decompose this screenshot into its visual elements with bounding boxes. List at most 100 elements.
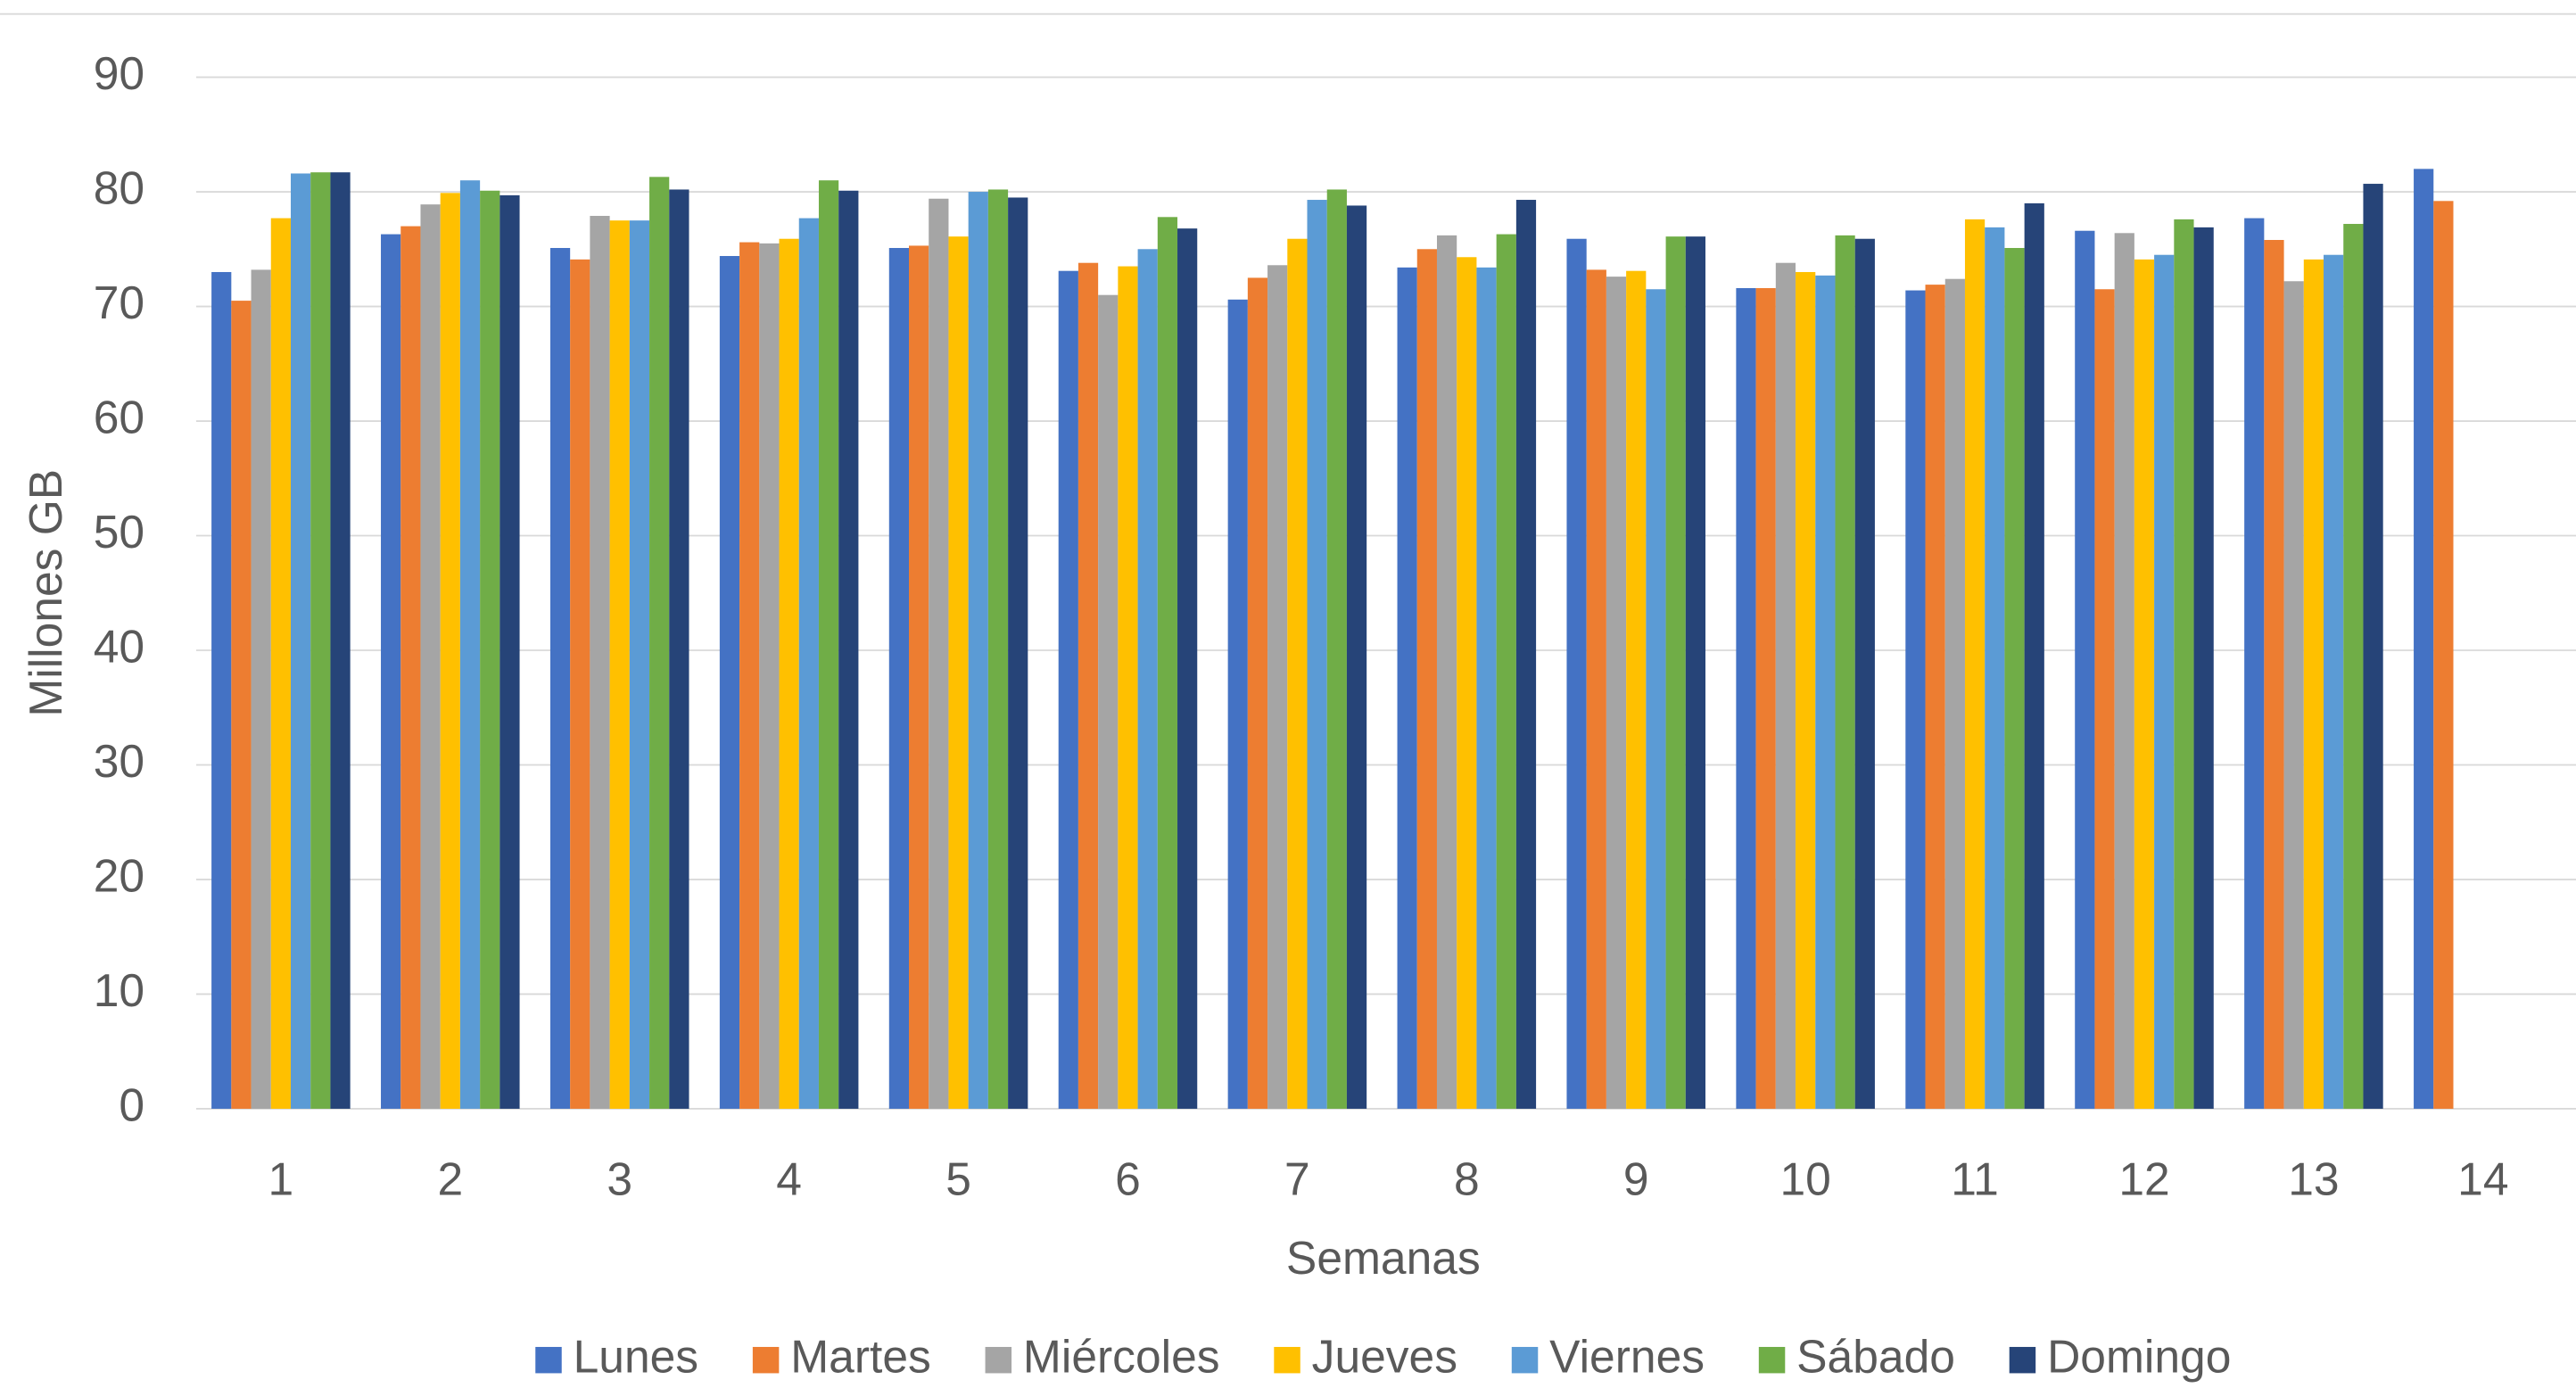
bar — [270, 218, 291, 1109]
bar — [1835, 235, 1855, 1109]
bar — [1157, 217, 1178, 1109]
bar — [549, 247, 571, 1109]
bar — [2283, 281, 2304, 1109]
bar — [1685, 236, 1706, 1109]
bar — [570, 259, 590, 1109]
bar — [669, 189, 689, 1109]
bar — [480, 190, 500, 1109]
bar — [929, 198, 949, 1109]
bar — [1118, 266, 1138, 1109]
x-tick-label: 12 — [2118, 1153, 2169, 1204]
bar — [1436, 235, 1457, 1109]
bar — [1137, 249, 1158, 1109]
bar — [1815, 275, 1836, 1109]
bar — [1905, 290, 1926, 1109]
x-tick-label: 5 — [945, 1153, 971, 1204]
x-tick-label: 10 — [1779, 1153, 1830, 1204]
bar — [2024, 202, 2044, 1109]
bar — [400, 226, 421, 1109]
bars: 1 2 3 4 5 6 7 8 9 10 11 12 13 14 — [211, 169, 2509, 1204]
bar — [1566, 238, 1587, 1109]
x-tick-label: 4 — [776, 1153, 802, 1204]
y-tick-label: 90 — [94, 47, 144, 99]
bar — [2244, 218, 2265, 1109]
bar — [1476, 267, 1497, 1109]
bar — [211, 271, 232, 1109]
bar — [2193, 227, 2214, 1109]
bar — [1008, 197, 1028, 1109]
bar — [590, 216, 610, 1109]
bar — [818, 180, 839, 1109]
y-tick-label: 30 — [94, 735, 144, 787]
bar — [1964, 219, 1986, 1109]
bar — [2114, 233, 2134, 1109]
bar — [759, 243, 780, 1109]
bar — [909, 245, 929, 1109]
legend-swatch — [1511, 1346, 1539, 1374]
y-tick-label: 50 — [94, 506, 144, 558]
y-axis-title: Millones GB — [20, 469, 71, 717]
bar — [1227, 299, 1248, 1109]
y-tick-label: 20 — [94, 850, 144, 902]
bar — [968, 192, 988, 1109]
bar — [888, 247, 910, 1109]
bar — [1287, 238, 1308, 1109]
bar — [1736, 287, 1756, 1109]
bar — [629, 220, 650, 1109]
x-tick-label: 7 — [1284, 1153, 1310, 1204]
bar — [1665, 236, 1686, 1109]
bar — [1307, 200, 1327, 1109]
bar — [440, 193, 460, 1109]
legend-label: Sábado — [1796, 1330, 1955, 1382]
bar — [1397, 267, 1417, 1109]
bar — [1985, 227, 2005, 1109]
bar — [987, 189, 1009, 1109]
legend-label: Viernes — [1549, 1330, 1705, 1382]
bar — [609, 220, 630, 1109]
bar — [290, 173, 311, 1109]
legend-label: Domingo — [2047, 1330, 2231, 1382]
y-tick-label: 40 — [94, 621, 144, 673]
bar — [798, 218, 819, 1109]
y-tick-label: 80 — [94, 162, 144, 214]
bar — [1326, 189, 1347, 1109]
bar — [1854, 238, 1875, 1109]
legend-swatch — [752, 1346, 780, 1374]
bar — [948, 236, 969, 1109]
x-tick-label: 2 — [437, 1153, 463, 1204]
x-tick-label: 14 — [2457, 1153, 2508, 1204]
bar — [1346, 205, 1367, 1109]
x-axis-title: Semanas — [1286, 1232, 1481, 1284]
bar — [2134, 259, 2155, 1109]
legend-swatch — [2009, 1346, 2036, 1374]
x-tick-label: 11 — [1951, 1153, 1999, 1204]
bar — [1944, 278, 1965, 1109]
bar — [231, 301, 252, 1109]
bar — [2264, 240, 2284, 1109]
bar — [779, 238, 799, 1109]
legend: Lunes Martes Miércoles Jueves Viernes Sábado D… — [535, 1330, 2231, 1382]
bar — [2154, 254, 2175, 1109]
y-tick-label: 70 — [94, 277, 144, 328]
bar — [500, 194, 520, 1109]
bar — [2075, 230, 2095, 1109]
bar — [310, 172, 331, 1109]
x-tick-label: 3 — [607, 1153, 632, 1204]
bar — [2324, 254, 2344, 1109]
bar — [1775, 262, 1796, 1109]
bar — [1416, 249, 1437, 1109]
bar — [381, 234, 401, 1109]
legend-label: Lunes — [574, 1330, 698, 1382]
x-tick-label: 8 — [1454, 1153, 1480, 1204]
bar — [1606, 277, 1627, 1109]
legend-swatch — [1758, 1346, 1786, 1374]
bar — [1586, 269, 1606, 1109]
legend-label: Martes — [790, 1330, 931, 1382]
bar — [1515, 200, 1537, 1109]
y-tick-label: 60 — [94, 392, 144, 443]
bar — [2174, 219, 2194, 1109]
bar — [2343, 224, 2364, 1109]
bar — [2363, 184, 2383, 1109]
bar — [739, 242, 760, 1109]
